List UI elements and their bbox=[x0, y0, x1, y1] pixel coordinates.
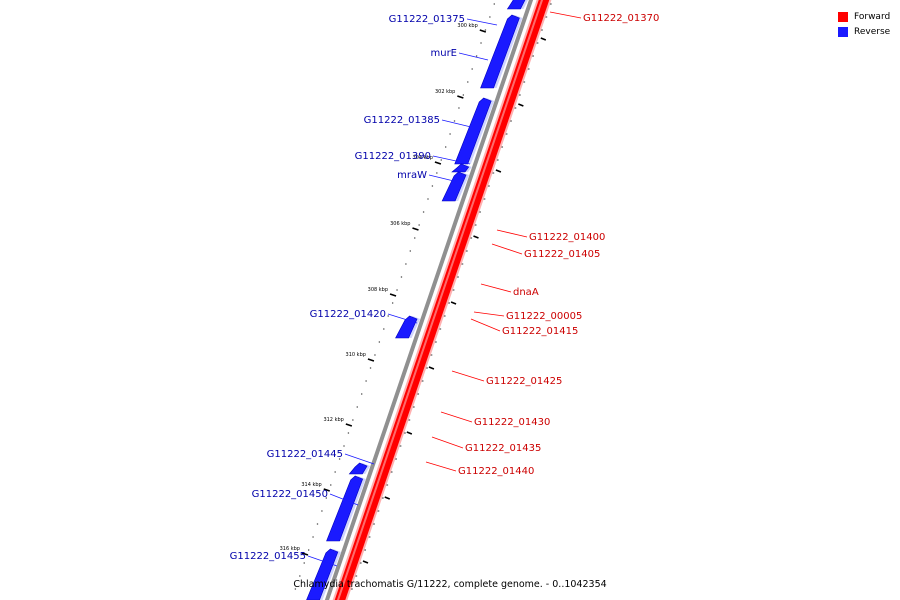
reverse-gene-block[interactable] bbox=[451, 163, 470, 173]
forward-gene-label[interactable]: dnaA bbox=[513, 287, 539, 298]
legend-item-forward: Forward bbox=[838, 9, 890, 24]
forward-gene-leader bbox=[425, 461, 457, 472]
forward-gene-leader bbox=[549, 11, 582, 19]
legend: Forward Reverse bbox=[838, 9, 890, 39]
forward-gene-label[interactable]: G11222_01370 bbox=[583, 13, 659, 24]
major-tick-right bbox=[428, 366, 435, 370]
map-caption: Chlamydia trachomatis G/11222, complete … bbox=[293, 579, 607, 590]
reverse-gene-leader bbox=[441, 119, 472, 128]
strand-gap bbox=[329, 0, 535, 600]
forward-strand-band bbox=[334, 0, 550, 600]
reverse-gene-leader bbox=[466, 18, 498, 26]
forward-gene-leader bbox=[470, 318, 501, 332]
major-tick-right bbox=[518, 103, 524, 107]
forward-gene-label[interactable]: G11222_01440 bbox=[458, 466, 534, 477]
tick-label: 302 kbp bbox=[435, 89, 455, 95]
tick-label: 308 kbp bbox=[368, 287, 388, 293]
reverse-gene-label[interactable]: G11222_01450 bbox=[252, 489, 328, 500]
reverse-gene-label[interactable]: mraW bbox=[397, 170, 427, 181]
major-tick bbox=[389, 293, 397, 297]
tick-label: 316 kbp bbox=[280, 546, 300, 552]
forward-gene-leader bbox=[473, 311, 505, 317]
major-tick bbox=[434, 161, 442, 165]
reverse-gene-leader bbox=[307, 555, 338, 567]
forward-gene-leader bbox=[491, 243, 523, 255]
reverse-gene-label[interactable]: G11222_01385 bbox=[364, 115, 440, 126]
major-tick-right bbox=[362, 560, 369, 564]
reverse-gene-leader bbox=[344, 453, 375, 465]
reverse-gene-block[interactable] bbox=[480, 14, 520, 89]
reverse-gene-leader bbox=[428, 174, 459, 183]
reverse-gene-block[interactable] bbox=[306, 548, 339, 600]
tick-label: 312 kbp bbox=[323, 417, 343, 423]
major-tick bbox=[345, 423, 353, 427]
reverse-strand-line bbox=[324, 0, 534, 600]
forward-gene-leader bbox=[480, 283, 512, 293]
forward-gene-leader bbox=[431, 436, 464, 449]
reverse-gene-block[interactable] bbox=[441, 171, 467, 202]
legend-swatch-reverse bbox=[838, 26, 848, 37]
reverse-gene-label[interactable]: murE bbox=[430, 48, 457, 59]
tick-label: 304 kbp bbox=[413, 155, 433, 161]
tick-label: 300 kbp bbox=[457, 23, 477, 29]
major-tick-right bbox=[450, 301, 457, 305]
tick-label: 306 kbp bbox=[390, 221, 410, 227]
major-tick-right bbox=[473, 235, 479, 239]
reverse-gene-label[interactable]: G11222_01390 bbox=[355, 151, 431, 162]
major-ticks: 300 kbp 302 kbp 304 kbp 306 kbp 308 kbp 310 k… bbox=[280, 23, 547, 564]
tick-label: 314 kbp bbox=[301, 482, 321, 488]
reverse-gene-block[interactable] bbox=[454, 97, 492, 165]
forward-gene-leader bbox=[451, 370, 485, 382]
major-tick bbox=[367, 358, 375, 362]
reverse-gene-leader bbox=[432, 155, 471, 165]
legend-label: Forward bbox=[854, 11, 891, 22]
forward-gene-label[interactable]: G11222_01430 bbox=[474, 417, 550, 428]
forward-gene-label[interactable]: G11222_01425 bbox=[486, 376, 562, 387]
gene-labels: G11222_01375 murE G11222_01385 G11222_01390… bbox=[230, 11, 659, 567]
reverse-gene-leader bbox=[329, 493, 359, 506]
forward-gene-leader bbox=[496, 229, 528, 238]
tick-label: 310 kbp bbox=[346, 352, 366, 358]
reverse-strand-genes bbox=[306, 0, 529, 600]
reverse-gene-block[interactable] bbox=[326, 475, 364, 542]
reverse-gene-leader bbox=[387, 313, 418, 324]
major-tick-right bbox=[406, 431, 413, 435]
forward-gene-label[interactable]: G11222_01415 bbox=[502, 326, 578, 337]
reverse-gene-label[interactable]: G11222_01375 bbox=[389, 14, 465, 25]
forward-gene-label[interactable]: G11222_00005 bbox=[506, 311, 582, 322]
major-tick bbox=[457, 95, 464, 99]
reverse-gene-block[interactable] bbox=[506, 0, 526, 10]
major-tick bbox=[412, 227, 419, 231]
legend-label: Reverse bbox=[854, 26, 891, 37]
forward-strand-highlight bbox=[336, 0, 544, 600]
legend-swatch-forward bbox=[838, 11, 848, 22]
forward-gene-label[interactable]: G11222_01400 bbox=[529, 232, 605, 243]
reverse-gene-leader bbox=[458, 52, 489, 61]
major-tick-right bbox=[540, 37, 547, 41]
reverse-gene-label[interactable]: G11222_01420 bbox=[310, 309, 386, 320]
major-tick bbox=[323, 488, 330, 492]
forward-gene-leader bbox=[440, 411, 473, 423]
reverse-gene-label[interactable]: G11222_01455 bbox=[230, 551, 306, 562]
major-tick-right bbox=[384, 496, 391, 500]
genome-backbone bbox=[324, 0, 552, 600]
legend-item-reverse: Reverse bbox=[838, 24, 890, 39]
major-tick-right bbox=[495, 169, 502, 173]
major-tick bbox=[479, 29, 487, 33]
major-tick bbox=[301, 552, 309, 556]
reverse-gene-label[interactable]: G11222_01445 bbox=[267, 449, 343, 460]
forward-gene-label[interactable]: G11222_01405 bbox=[524, 249, 600, 260]
forward-gene-label[interactable]: G11222_01435 bbox=[465, 443, 541, 454]
reverse-gene-block[interactable] bbox=[348, 462, 368, 475]
